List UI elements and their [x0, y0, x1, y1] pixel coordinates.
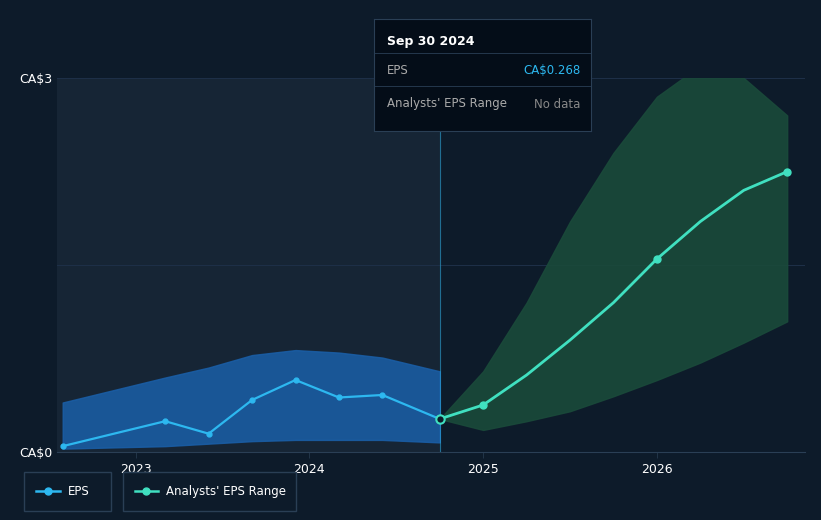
Text: CA$0.268: CA$0.268	[523, 64, 580, 77]
Text: EPS: EPS	[387, 64, 408, 77]
Text: Actual: Actual	[396, 93, 433, 106]
Text: EPS: EPS	[67, 485, 89, 498]
FancyBboxPatch shape	[123, 472, 296, 511]
Text: Analysts' EPS Range: Analysts' EPS Range	[166, 485, 287, 498]
Text: Analysts' EPS Range: Analysts' EPS Range	[387, 98, 507, 110]
FancyBboxPatch shape	[25, 472, 111, 511]
Text: Analysts Forecasts: Analysts Forecasts	[447, 93, 557, 106]
Text: Sep 30 2024: Sep 30 2024	[387, 35, 474, 48]
Text: No data: No data	[534, 98, 580, 110]
Bar	[57, 78, 440, 452]
